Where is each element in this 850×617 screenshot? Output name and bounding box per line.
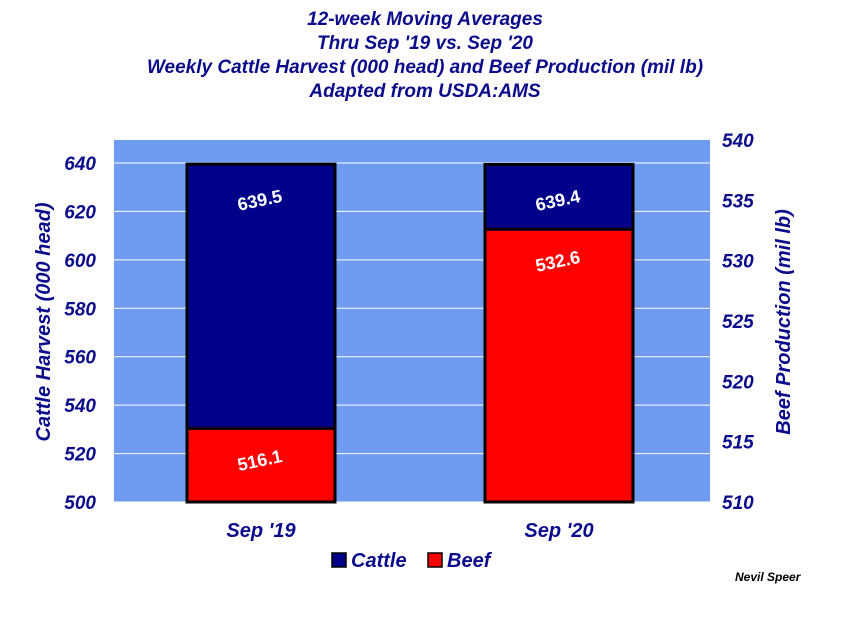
y-axis-label-left: Cattle Harvest (000 head) xyxy=(33,202,55,441)
right-tick-label: 540 xyxy=(722,131,754,152)
left-tick-label: 620 xyxy=(64,202,96,223)
right-tick-label: 515 xyxy=(722,433,754,454)
left-tick-label: 540 xyxy=(64,396,96,417)
legend-swatch-cattle xyxy=(331,552,347,568)
left-tick-label: 580 xyxy=(64,299,96,320)
bar-beef xyxy=(185,426,337,504)
author-credit: Nevil Speer xyxy=(735,570,801,584)
right-axis-ticks: 510 515 520 525 530 535 540 xyxy=(722,131,754,514)
title-line-4: Adapted from USDA:AMS xyxy=(309,81,541,102)
left-tick-label: 520 xyxy=(64,445,96,466)
left-tick-label: 600 xyxy=(64,251,96,272)
x-category-label: Sep '20 xyxy=(524,520,593,542)
title-line-1: 12-week Moving Averages xyxy=(307,9,543,30)
legend-label-beef: Beef xyxy=(447,550,493,572)
left-tick-label: 640 xyxy=(64,154,96,175)
left-tick-label: 560 xyxy=(64,348,96,369)
right-tick-label: 525 xyxy=(722,312,754,333)
x-category-label: Sep '19 xyxy=(226,520,296,542)
x-axis-categories: Sep '19 Sep '20 xyxy=(226,520,593,542)
legend-label-cattle: Cattle xyxy=(351,550,407,572)
right-tick-label: 535 xyxy=(722,191,754,212)
left-axis-ticks: 500 520 540 560 580 600 620 640 xyxy=(64,154,96,514)
right-tick-label: 530 xyxy=(722,252,754,273)
legend-swatch-beef xyxy=(427,552,443,568)
right-tick-label: 520 xyxy=(722,372,754,393)
title-line-3: Weekly Cattle Harvest (000 head) and Bee… xyxy=(146,57,704,78)
legend: Cattle Beef xyxy=(331,550,493,572)
bar-beef xyxy=(483,227,635,504)
chart-title: 12-week Moving Averages Thru Sep '19 vs.… xyxy=(0,8,850,104)
right-tick-label: 510 xyxy=(722,493,754,514)
title-line-2: Thru Sep '19 vs. Sep '20 xyxy=(316,33,533,54)
left-tick-label: 500 xyxy=(64,493,96,514)
y-axis-label-right: Beef Production (mil lb) xyxy=(773,209,795,435)
